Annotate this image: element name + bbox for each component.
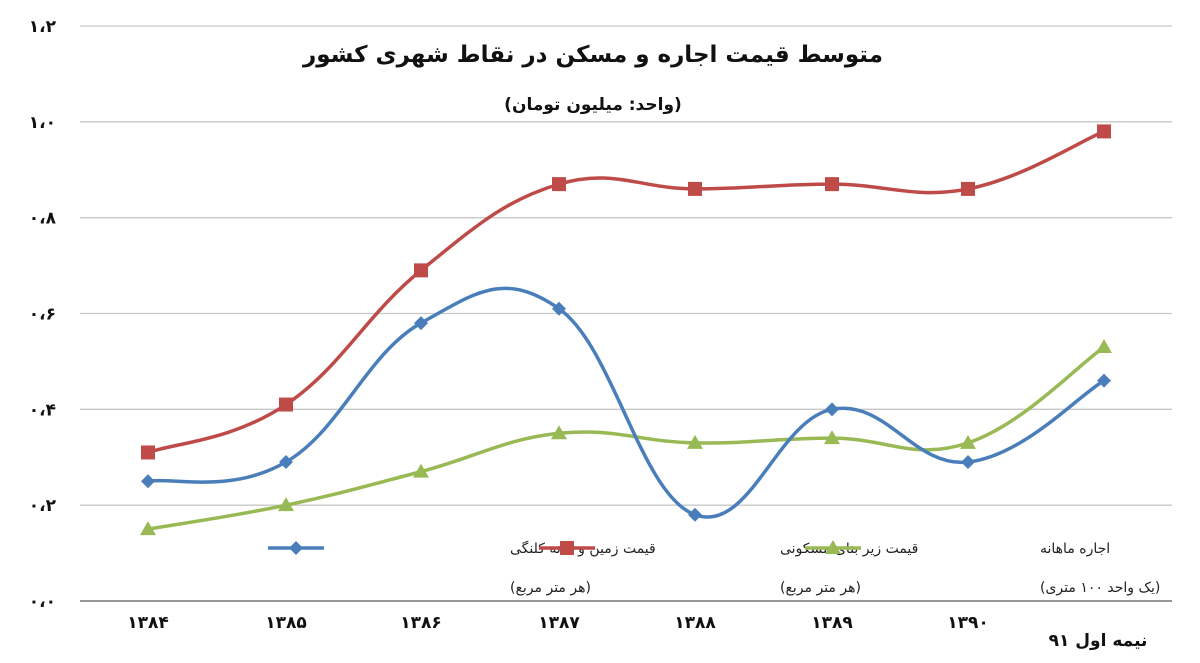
x-tick-label: ۱۳۸۸ [674, 613, 716, 633]
legend-item: قیمت زیر بنای مسکونی(هر متر مربع) [539, 541, 918, 596]
y-tick-label: ۰،۲ [29, 496, 57, 516]
data-point [414, 263, 428, 278]
y-tick-label: ۰،۶ [29, 305, 56, 325]
chart-subtitle: (واحد: میلیون تومان) [504, 95, 682, 115]
series-2 [141, 124, 1111, 460]
x-axis-ticks: ۱۳۸۴ ۱۳۸۵ ۱۳۸۶ ۱۳۸۷ ۱۳۸۸ ۱۳۸۹ ۱۳۹۰ نیمه اول ۹۱ [127, 613, 1147, 651]
data-point [961, 455, 975, 470]
data-point [688, 181, 702, 196]
data-point [825, 177, 839, 192]
data-point [824, 430, 840, 445]
data-point [413, 463, 429, 478]
y-tick-label: ۱،۲ [29, 17, 57, 37]
data-point [552, 301, 566, 316]
gridlines [80, 25, 1172, 506]
data-point [688, 507, 702, 522]
x-tick-label: ۱۳۸۵ [265, 613, 307, 633]
chart-title: متوسط قیمت اجاره و مسکن در نقاط شهری کشو… [302, 42, 883, 68]
legend-marker [289, 541, 303, 555]
data-point [414, 316, 428, 331]
data-point [140, 521, 156, 536]
data-point [141, 445, 155, 460]
data-point [1096, 339, 1112, 354]
data-point [1097, 373, 1111, 388]
series-line [147, 129, 1105, 455]
y-tick-label: ۰،۸ [29, 209, 57, 229]
legend: قیمت زمین و خانه کلنگی(هر متر مربع)قیمت … [268, 540, 1160, 596]
series-layer [140, 124, 1112, 536]
y-axis-ticks: ۰،۰ ۰،۲ ۰،۴ ۰،۶ ۰،۸ ۱،۰ ۱،۲ [29, 17, 57, 612]
legend-item: قیمت زمین و خانه کلنگی(هر متر مربع) [268, 540, 656, 596]
legend-note: (هر متر مربع) [780, 580, 861, 596]
data-point [278, 497, 294, 512]
data-point [279, 455, 293, 470]
series-line [147, 286, 1105, 519]
y-tick-label: ۰،۴ [29, 400, 56, 420]
x-tick-label: ۱۳۹۰ [947, 613, 989, 633]
legend-marker [825, 540, 841, 554]
data-point [552, 177, 566, 192]
x-tick-label: ۱۳۸۶ [400, 613, 442, 633]
data-point [825, 402, 839, 417]
y-tick-label: ۱،۰ [29, 113, 56, 133]
series-1 [141, 286, 1111, 522]
series-line [147, 345, 1106, 531]
x-tick-label: نیمه اول ۹۱ [1049, 631, 1148, 651]
legend-label: اجاره ماهانه [1040, 541, 1110, 557]
data-point [961, 181, 975, 196]
data-point [687, 434, 703, 449]
x-tick-label: ۱۳۸۹ [811, 613, 853, 633]
x-tick-label: ۱۳۸۴ [127, 613, 169, 633]
legend-note: (یک واحد ۱۰۰ متری) [1040, 580, 1160, 596]
data-point [551, 425, 567, 440]
x-tick-label: ۱۳۸۷ [538, 613, 580, 633]
y-tick-label: ۰،۰ [29, 592, 56, 612]
data-point [141, 474, 155, 489]
data-point [1097, 124, 1111, 139]
legend-item: اجاره ماهانه (یک واحد ۱۰۰ متری) [805, 540, 1160, 596]
data-point [279, 397, 293, 412]
legend-marker [560, 541, 574, 555]
legend-note: (هر متر مربع) [510, 580, 591, 596]
data-point [960, 434, 976, 449]
